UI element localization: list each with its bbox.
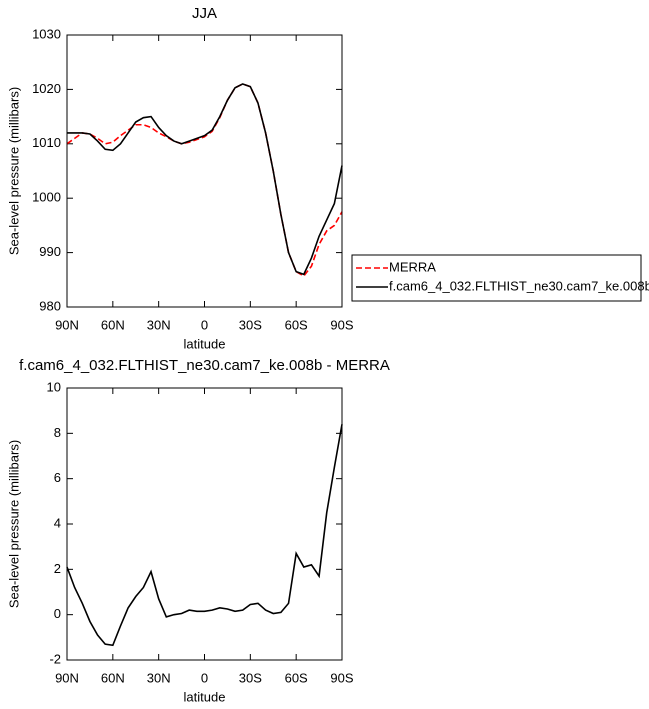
y-tick-label: 0 [54,606,61,621]
x-tick-label: 60S [285,670,308,685]
series-line [67,83,343,276]
y-tick-label: 10 [47,379,61,394]
plot-frame [66,34,343,308]
y-tick-label: 980 [39,298,61,313]
legend-label: MERRA [389,259,436,274]
y-tick-label: 2 [54,561,61,576]
x-tick-label: 90N [55,317,79,332]
y-tick-label: 1020 [32,81,61,96]
x-tick-label: 60N [101,317,125,332]
x-tick-label: 30N [147,317,171,332]
y-axis-label: Sea-level pressure (millibars) [6,440,21,608]
x-tick-label: 60N [101,670,125,685]
legend-label: f.cam6_4_032.FLTHIST_ne30.cam7_ke.008b [389,278,649,293]
y-tick-label: 1000 [32,190,61,205]
x-tick-label: 30N [147,670,171,685]
x-tick-label: 90S [330,670,353,685]
y-tick-label: -2 [49,651,61,666]
y-tick-label: 990 [39,244,61,259]
x-axis-label: latitude [184,336,226,351]
x-tick-label: 30S [239,317,262,332]
x-tick-label: 0 [201,670,208,685]
y-axis-label: Sea-level pressure (millibars) [6,87,21,255]
x-tick-label: 90S [330,317,353,332]
series-line [66,83,343,278]
y-tick-label: 6 [54,470,61,485]
y-tick-label: 1010 [32,135,61,150]
series-line [66,424,343,647]
legend-box [351,254,642,302]
x-tick-label: 90N [55,670,79,685]
chart-title: JJA [192,5,217,22]
x-tick-label: 0 [201,317,208,332]
x-tick-label: 60S [285,317,308,332]
x-axis-label: latitude [184,689,226,704]
plot-frame [66,387,343,661]
x-tick-label: 30S [239,670,262,685]
y-tick-label: 4 [54,515,61,530]
y-tick-label: 8 [54,425,61,440]
y-tick-label: 1030 [32,26,61,41]
chart-title: f.cam6_4_032.FLTHIST_ne30.cam7_ke.008b -… [19,357,390,374]
